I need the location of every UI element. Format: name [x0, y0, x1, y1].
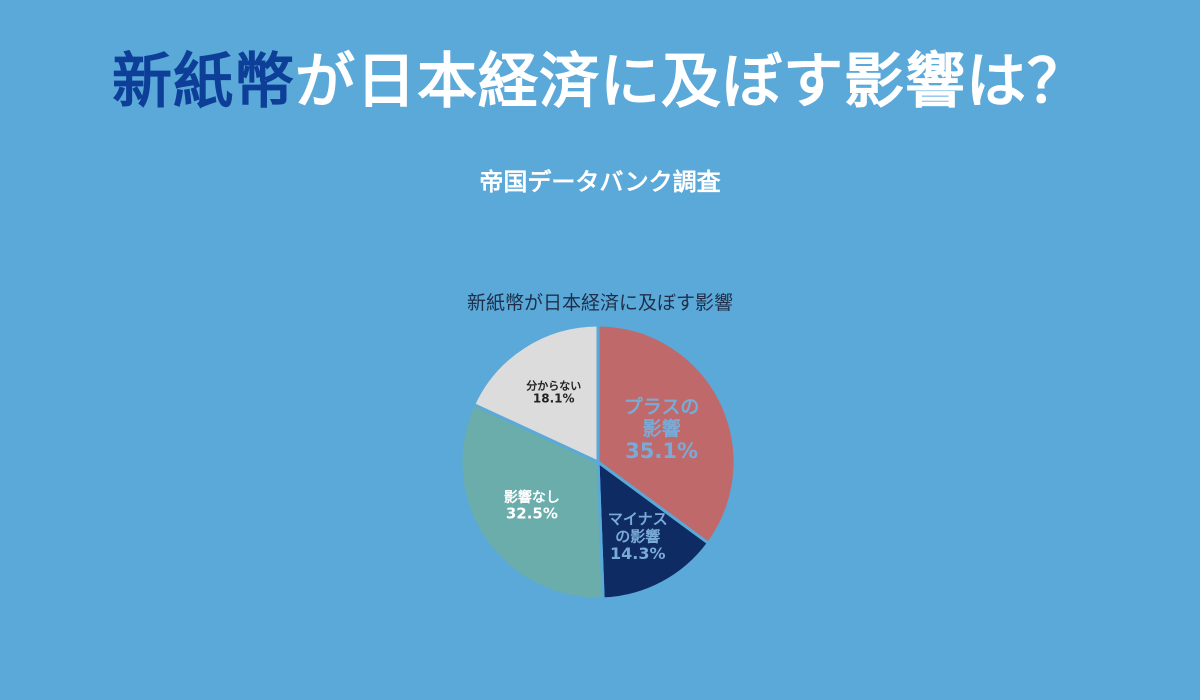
slice-label: 影響なし	[504, 489, 560, 506]
slice-label: 影響	[643, 417, 681, 440]
headline-accent: 新紙幣	[112, 47, 295, 117]
subtitle: 帝国データバンク調査	[479, 168, 721, 196]
slice-label: マイナス	[608, 510, 668, 528]
slice-value-label: 35.1%	[625, 439, 698, 463]
slice-value-label: 32.5%	[506, 505, 558, 523]
pie-slice	[596, 460, 710, 601]
slice-label: の影響	[615, 527, 660, 545]
slice-label: 分からない	[526, 378, 581, 392]
pie-slice	[472, 323, 600, 464]
headline: 新紙幣が日本経済に及ぼす影響は？	[0, 52, 1200, 112]
pie-slice	[596, 323, 737, 545]
chart-title: 新紙幣が日本経済に及ぼす影響	[466, 292, 733, 314]
slice-value-label: 14.3%	[610, 544, 666, 563]
slice-value-label: 18.1%	[533, 392, 575, 406]
headline-rest: が日本経済に及ぼす影響は？	[295, 47, 1088, 117]
pie-slice	[459, 402, 605, 601]
slice-label: プラスの	[624, 395, 700, 418]
